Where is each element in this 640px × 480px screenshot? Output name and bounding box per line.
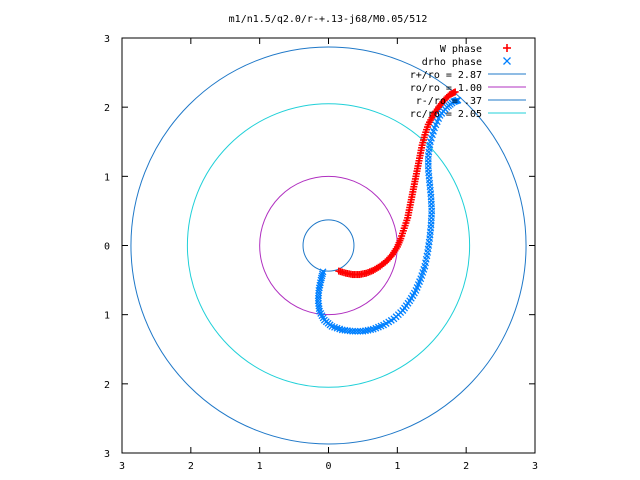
cross-marker-b [319,270,326,278]
circle-curve [259,175,398,316]
cross-marker-b [318,272,326,280]
x-tick-label: 1 [394,461,400,472]
cross-marker-b [316,307,324,315]
cross-marker-b [318,312,326,320]
x-tick-label: 1 [257,461,263,472]
series-w-phase [335,88,459,279]
x-tick-label: 3 [119,461,125,472]
cross-marker-b [319,268,327,276]
y-tick-label: 1 [104,172,110,183]
circle-curve [186,103,471,388]
y-tick-label: 2 [104,103,110,114]
cross-marker-b [331,323,338,331]
data-point-interp [354,327,362,335]
y-tick-label: 1 [104,311,110,322]
data-point-interp [314,294,322,302]
data-series [314,88,462,335]
y-tick-label: 3 [104,449,110,460]
cross-marker-b [336,325,344,333]
cross-marker-b [317,309,325,317]
cross-marker-b [356,327,364,335]
chart-title: m1/n1.5/q2.0/r-+.13-j68/M0.05/512 [229,14,428,25]
cross-marker-b [328,322,336,330]
legend-label: ro/ro = 1.00 [410,83,482,94]
legend-entry: r+/ro = 2.87 [410,70,526,81]
legend-label: rc/ro = 2.05 [410,109,482,120]
cross-marker-b [354,327,362,335]
legend-entry: rc/ro = 2.05 [410,109,526,120]
cross-marker-b [349,327,357,335]
legend-label: r+/ro = 2.87 [410,70,482,81]
x-tick-label: 3 [532,461,538,472]
legend-entry: ro/ro = 1.00 [410,83,526,94]
cross-marker-b [315,292,322,300]
y-tick-label: 0 [104,242,110,253]
cross-marker-b [454,96,462,104]
data-point [349,327,357,335]
circle-curve [130,46,527,445]
data-point-interp [315,305,323,313]
legend-entry: r-/ro = .37 [416,96,526,107]
x-tick-label: 0 [325,461,331,472]
x-tick-label: 2 [188,461,194,472]
legend-entry: drho phase [422,57,511,68]
cross-marker-b [315,289,323,297]
cross-marker-b [315,286,323,294]
legend-label: drho phase [422,57,482,68]
cross-marker-b [333,324,341,332]
legend-label: r-/ro = .37 [416,96,482,107]
y-tick-label: 2 [104,380,110,391]
data-point [454,96,462,104]
circle-curve [302,219,355,272]
cross-marker-b [319,314,327,322]
y-tick-label: 3 [104,34,110,45]
cross-marker-b [314,294,322,302]
legend-entry: W phase [440,44,511,55]
cross-marker-b [503,57,511,65]
data-point [451,88,459,96]
cross-marker-b [317,274,325,282]
cross-marker-b [351,327,359,335]
legend: W phase drho phase r+/ro = 2.87 ro/ro = 1.0… [410,44,526,120]
x-tick-label: 2 [463,461,469,472]
series-drho-phase [314,96,462,335]
cross-marker-b [315,305,323,313]
legend-label: W phase [440,44,482,55]
data-point-interp [351,327,359,335]
